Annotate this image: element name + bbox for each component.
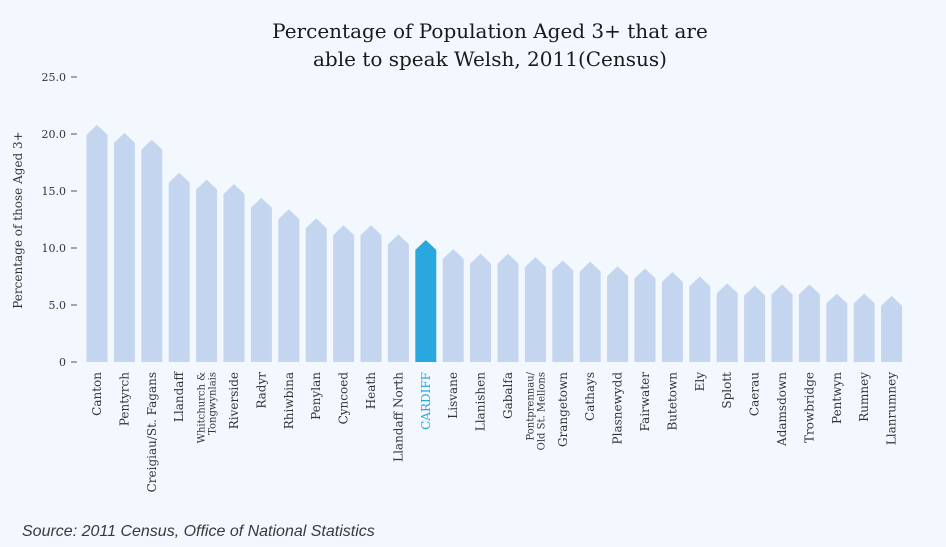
bar-rhiwbina xyxy=(278,209,300,362)
x-tick-label: Ely xyxy=(693,372,707,392)
x-tick-label: Creigiau/St. Fagans xyxy=(145,372,159,492)
x-tick-label: CARDIFF xyxy=(419,372,433,430)
x-tick-label: Adamsdown xyxy=(775,372,789,447)
bar-ely xyxy=(689,276,711,362)
bar-pentyrch xyxy=(113,132,135,362)
bar-llandaff-north xyxy=(387,234,409,362)
x-tick-label: Lisvane xyxy=(446,372,460,419)
bar-caerau xyxy=(744,285,766,362)
bars xyxy=(86,124,903,362)
x-tick-label: Penylan xyxy=(309,372,323,420)
bar-cardiff xyxy=(415,240,437,362)
bar-splott xyxy=(716,283,738,362)
x-tick-label: Trowbridge xyxy=(802,372,816,443)
x-tick-label: Llanishen xyxy=(474,372,488,432)
bar-plasnewydd xyxy=(607,266,629,362)
y-axis: 0 5.0 10.0 15.0 20.0 25.0 xyxy=(42,71,77,369)
x-tick-label: Grangetown xyxy=(556,372,570,447)
x-tick-label: Rumney xyxy=(857,372,871,422)
x-tick-label: Llanrumney xyxy=(885,372,899,445)
x-tick-label: Heath xyxy=(364,372,378,410)
source-note: Source: 2011 Census, Office of National … xyxy=(22,523,375,540)
y-axis-label: Percentage of those Aged 3+ xyxy=(11,131,25,308)
bar-trowbridge xyxy=(798,284,820,362)
x-tick-label: Pentwyn xyxy=(830,372,844,424)
bar-heath xyxy=(360,225,382,362)
bar-whitchurch-tongwynlais xyxy=(196,179,218,362)
bar-adamsdown xyxy=(771,284,793,362)
bar-penylan xyxy=(305,218,327,362)
x-tick-label: Cyncoed xyxy=(337,372,351,425)
bar-pentwyn xyxy=(826,293,848,362)
bar-cathays xyxy=(579,261,601,362)
bar-llanishen xyxy=(470,253,492,362)
x-tick-label: Fairwater xyxy=(638,372,652,432)
bar-rumney xyxy=(853,293,875,362)
x-tick-label: Plasnewydd xyxy=(611,372,625,445)
bar-cyncoed xyxy=(333,225,355,362)
y-tick-label: 15.0 xyxy=(42,185,67,198)
bar-riverside xyxy=(223,184,245,362)
x-tick-label: Llandaff North xyxy=(391,372,405,462)
y-tick-label: 25.0 xyxy=(42,71,67,84)
x-tick-label: Whitchurch &Tongwynlais xyxy=(197,372,219,443)
bar-llanrumney xyxy=(881,295,903,362)
chart-title-line-2: able to speak Welsh, 2011(Census) xyxy=(312,47,667,71)
y-tick-label: 10.0 xyxy=(42,242,67,255)
bar-llandaff xyxy=(168,172,190,362)
x-tick-label: Gabalfa xyxy=(501,372,515,419)
bar-canton xyxy=(86,124,108,362)
x-tick-label: Canton xyxy=(90,372,104,416)
x-tick-label: Splott xyxy=(720,372,734,409)
x-tick-label: Pentyrch xyxy=(117,372,131,426)
bar-gabalfa xyxy=(497,253,519,362)
y-tick-label: 20.0 xyxy=(42,128,67,141)
x-tick-label: Butetown xyxy=(665,372,679,431)
y-tick-label: 5.0 xyxy=(49,299,67,312)
bar-fairwater xyxy=(634,268,656,362)
x-tick-label: Radyr xyxy=(254,372,268,409)
bar-grangetown xyxy=(552,260,574,362)
x-tick-label: Cathays xyxy=(583,372,597,421)
x-tick-label: Rhiwbina xyxy=(282,372,296,429)
bar-pontprennau-old-st-mellons xyxy=(524,257,546,362)
bar-butetown xyxy=(661,271,683,362)
x-tick-label: Caerau xyxy=(748,372,762,416)
bar-lisvane xyxy=(442,249,464,362)
chart-title-line-1: Percentage of Population Aged 3+ that ar… xyxy=(272,19,708,43)
x-tick-label: Llandaff xyxy=(172,371,186,423)
bar-creigiau-st-fagans xyxy=(141,139,163,362)
bar-radyr xyxy=(250,197,272,362)
x-tick-label: Riverside xyxy=(227,372,241,429)
y-tick-label: 0 xyxy=(59,356,66,369)
x-axis-labels: Canton Pentyrch Creigiau/St. Fagans Llandaf… xyxy=(90,371,899,493)
x-tick-label: Pontprennau/Old St. Mellons xyxy=(525,371,547,450)
